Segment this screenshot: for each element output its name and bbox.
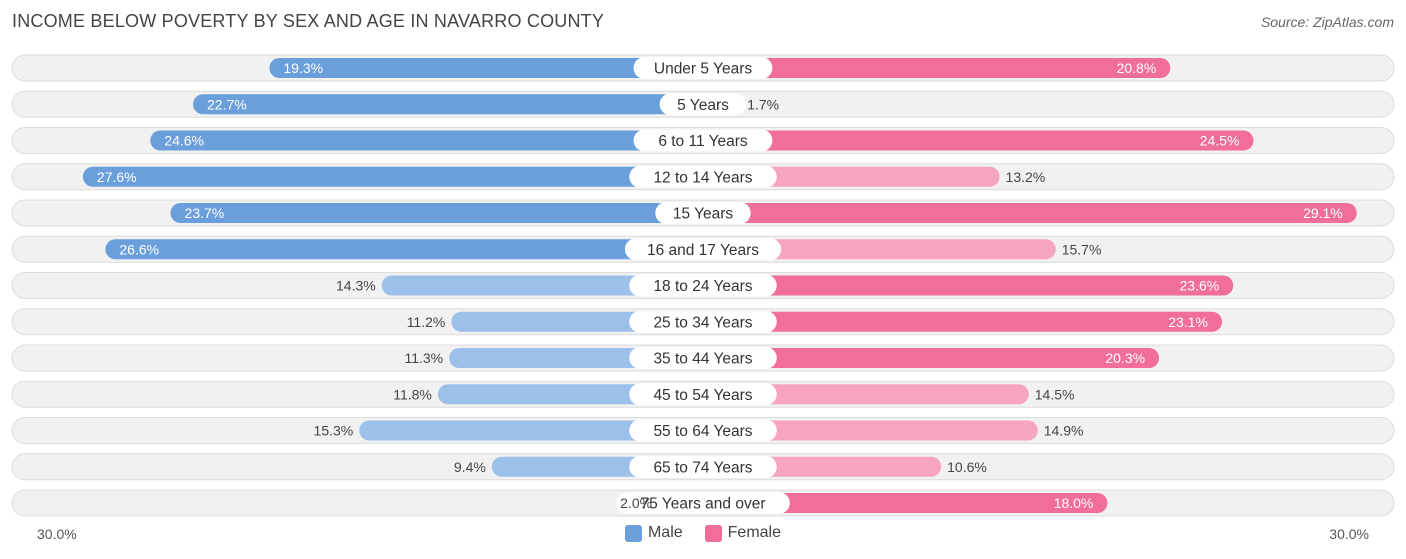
category-label: 16 and 17 Years bbox=[647, 242, 759, 259]
axis-left-label: 30.0% bbox=[37, 526, 77, 542]
female-value-label: 29.1% bbox=[1303, 205, 1343, 221]
category-label: 6 to 11 Years bbox=[658, 133, 748, 150]
male-value-label: 9.4% bbox=[454, 459, 486, 475]
female-value-label: 13.2% bbox=[1006, 169, 1046, 185]
male-bar bbox=[269, 58, 703, 78]
legend-item-female[interactable]: Female bbox=[704, 524, 782, 542]
category-pill bbox=[629, 347, 777, 369]
female-bar bbox=[703, 420, 1038, 441]
male-value-label: 15.3% bbox=[314, 423, 354, 439]
category-label: 65 to 74 Years bbox=[653, 459, 752, 476]
category-label: 45 to 54 Years bbox=[653, 387, 752, 404]
chart-title: INCOME BELOW POVERTY BY SEX AND AGE IN N… bbox=[12, 11, 605, 31]
legend-swatch-male bbox=[624, 524, 642, 542]
female-bar bbox=[703, 311, 1222, 332]
source-label: Source: ZipAtlas.com bbox=[1260, 14, 1394, 30]
female-bar bbox=[703, 203, 1357, 223]
category-label: 25 to 34 Years bbox=[653, 314, 752, 331]
female-value-label: 14.9% bbox=[1044, 423, 1084, 439]
legend-swatch-female bbox=[704, 524, 722, 542]
male-bar bbox=[193, 94, 704, 115]
category-pill bbox=[616, 492, 790, 514]
male-value-label: 26.6% bbox=[119, 241, 159, 257]
category-pill bbox=[633, 57, 773, 79]
female-bar bbox=[703, 130, 1254, 151]
male-value-label: 2.0% bbox=[620, 495, 652, 511]
male-value-label: 22.7% bbox=[207, 96, 247, 112]
female-value-label: 14.5% bbox=[1035, 386, 1075, 402]
category-label: 18 to 24 Years bbox=[653, 278, 752, 295]
female-value-label: 15.7% bbox=[1062, 241, 1102, 257]
female-bar bbox=[703, 384, 1029, 405]
male-bar bbox=[359, 420, 703, 441]
category-label: 35 to 44 Years bbox=[653, 351, 752, 368]
legend-item-male[interactable]: Male bbox=[624, 524, 683, 542]
male-value-label: 23.7% bbox=[185, 205, 225, 221]
category-pill bbox=[624, 238, 782, 261]
female-bar bbox=[703, 348, 1160, 368]
female-bar bbox=[703, 239, 1056, 260]
category-pill bbox=[629, 455, 777, 478]
female-value-label: 18.0% bbox=[1054, 495, 1094, 511]
female-value-label: 23.1% bbox=[1168, 314, 1208, 330]
female-bar bbox=[703, 493, 1108, 513]
female-bar bbox=[703, 166, 1000, 187]
category-label: 5 Years bbox=[677, 97, 729, 114]
female-bar bbox=[703, 275, 1234, 296]
axis-right-label: 30.0% bbox=[1329, 526, 1369, 542]
female-value-label: 10.6% bbox=[947, 459, 987, 475]
category-pill bbox=[633, 129, 773, 152]
male-bar bbox=[381, 275, 703, 296]
female-value-label: 1.7% bbox=[747, 96, 779, 112]
category-label: 75 Years and over bbox=[641, 496, 766, 513]
male-bar bbox=[82, 166, 704, 187]
category-label: 12 to 14 Years bbox=[653, 169, 752, 186]
legend-label-male: Male bbox=[647, 524, 683, 541]
chart-area: Under 5 Years 19.3% 20.8% 5 Years 22.7% 1.7% 6… bbox=[11, 54, 1395, 517]
male-value-label: 11.2% bbox=[407, 314, 446, 330]
male-value-label: 14.3% bbox=[336, 278, 376, 294]
category-label: 55 to 64 Years bbox=[653, 423, 752, 440]
category-label: 15 Years bbox=[673, 206, 734, 223]
legend-label-female: Female bbox=[727, 524, 782, 541]
male-bar bbox=[150, 130, 703, 151]
female-value-label: 23.6% bbox=[1180, 278, 1220, 294]
category-pill bbox=[655, 202, 751, 224]
female-value-label: 20.8% bbox=[1117, 60, 1157, 76]
male-value-label: 11.3% bbox=[404, 350, 443, 366]
male-value-label: 11.8% bbox=[393, 386, 432, 402]
category-pill bbox=[659, 93, 747, 116]
category-pill bbox=[629, 274, 777, 297]
male-bar bbox=[105, 239, 704, 260]
female-value-label: 24.5% bbox=[1200, 133, 1240, 149]
female-bar bbox=[703, 58, 1171, 78]
category-pill bbox=[629, 419, 777, 442]
category-pill bbox=[629, 310, 777, 333]
male-value-label: 24.6% bbox=[164, 133, 204, 149]
female-value-label: 20.3% bbox=[1105, 350, 1145, 366]
category-label: Under 5 Years bbox=[654, 61, 752, 78]
male-value-label: 19.3% bbox=[283, 60, 323, 76]
legend: Male Female bbox=[0, 524, 1406, 542]
category-pill bbox=[629, 165, 777, 188]
category-pill bbox=[629, 383, 777, 406]
male-value-label: 27.6% bbox=[97, 169, 137, 185]
male-bar bbox=[170, 203, 704, 223]
